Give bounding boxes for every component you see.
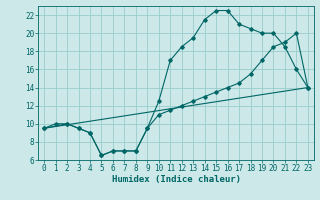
X-axis label: Humidex (Indice chaleur): Humidex (Indice chaleur)	[111, 175, 241, 184]
